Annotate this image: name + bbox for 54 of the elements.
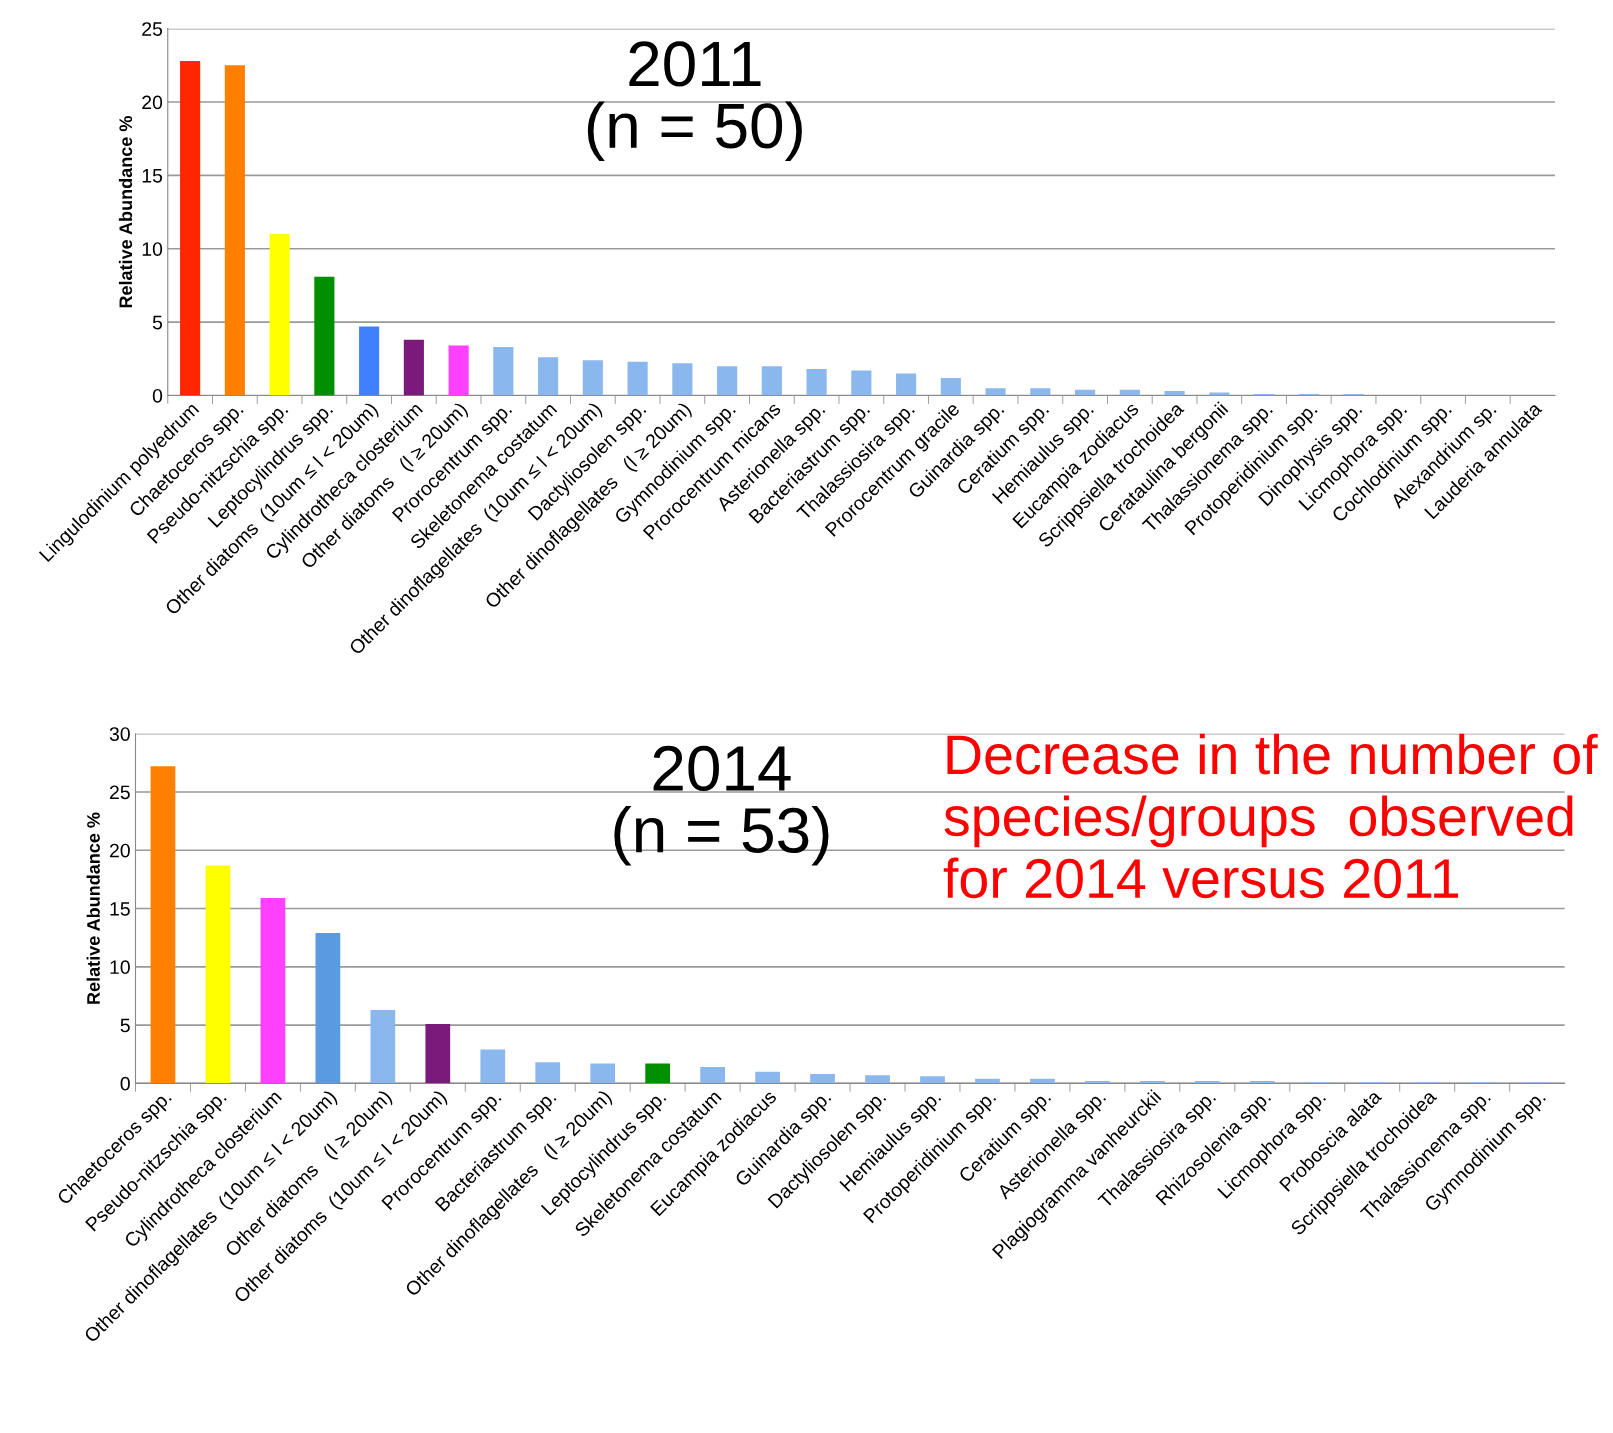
y-tick-label: 15 [110,902,130,916]
bar [865,1075,890,1084]
bar [480,1049,506,1084]
bar [806,369,827,396]
bar [717,366,738,396]
y-tick-label: 10 [110,960,130,975]
bar [224,65,245,396]
bar [180,60,201,396]
bar [700,1067,725,1084]
bar [627,361,648,396]
bar [269,234,290,396]
bar [920,1076,945,1084]
y-tick-label: 0 [152,388,163,403]
y-tick-label: 15 [142,169,163,183]
y-tick-label: 25 [142,22,163,36]
y-tick-label: 20 [142,95,163,110]
bar [672,363,693,396]
bar [205,865,231,1084]
bar [810,1074,835,1084]
bar [359,326,380,396]
bar [535,1062,561,1084]
text: 2011 (n = 50) [587,41,802,162]
y-tick-label: 10 [142,242,163,257]
bar [370,1009,396,1084]
y-tick-label: 5 [152,315,163,330]
y-tick-label: 5 [120,1018,130,1033]
y-tick-label: 30 [109,727,130,741]
bar [985,388,1006,396]
bar [538,357,559,396]
bar [448,345,469,396]
y-tick-label: 0 [120,1076,130,1091]
bar [940,377,961,396]
bar [314,276,335,396]
text: 2014 (n = 53) [614,745,829,866]
bar [1164,391,1185,396]
bar [590,1063,616,1084]
bar [1030,388,1051,396]
y-axis-title: Relative Abundance % [118,116,133,308]
bar [851,370,872,396]
bar [403,339,424,396]
bar [582,360,603,396]
bar [896,373,917,396]
bar [260,898,286,1084]
annotation: Decrease in the number of species/groups observed for 2014 versus 2011 [943,733,1598,899]
bar [645,1063,671,1084]
y-axis-title: Relative Abundance % [86,812,100,1004]
y-tick-label: 25 [109,785,130,800]
bar [150,766,176,1084]
bar [315,933,341,1084]
bar [425,1023,451,1084]
y-tick-label: 20 [109,843,130,858]
bar [755,1071,780,1084]
bar [761,366,782,396]
bar [493,347,514,396]
